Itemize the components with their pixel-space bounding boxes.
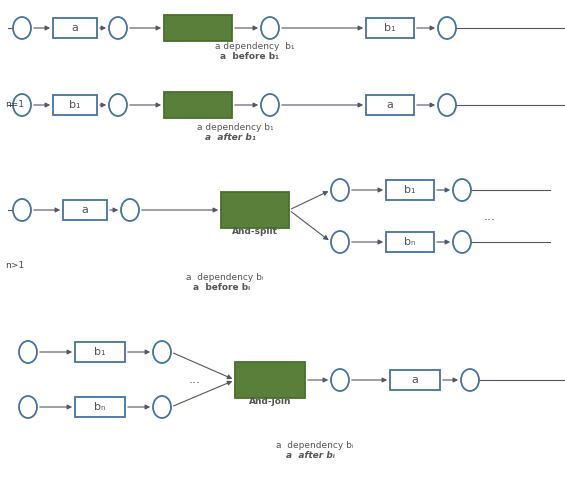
Ellipse shape bbox=[331, 231, 349, 253]
Bar bbox=[366, 18, 414, 38]
Bar bbox=[386, 180, 434, 200]
Text: ...: ... bbox=[484, 209, 496, 222]
Text: ...: ... bbox=[189, 373, 201, 386]
Ellipse shape bbox=[153, 341, 171, 363]
Ellipse shape bbox=[13, 94, 31, 116]
Bar bbox=[75, 342, 125, 362]
Ellipse shape bbox=[13, 199, 31, 221]
Text: a  after bᵢ: a after bᵢ bbox=[285, 451, 334, 459]
Text: a: a bbox=[72, 23, 79, 33]
Text: bₙ: bₙ bbox=[404, 237, 416, 247]
Bar bbox=[366, 95, 414, 115]
Text: a  ​after b₁: a ​after b₁ bbox=[205, 133, 255, 142]
Bar bbox=[221, 192, 289, 228]
Bar bbox=[53, 95, 97, 115]
Text: a: a bbox=[411, 375, 419, 385]
Text: And-split: And-split bbox=[232, 228, 278, 237]
Ellipse shape bbox=[121, 199, 139, 221]
Text: b₁: b₁ bbox=[404, 185, 416, 195]
Bar bbox=[386, 232, 434, 252]
Text: b₁: b₁ bbox=[384, 23, 396, 33]
Ellipse shape bbox=[13, 17, 31, 39]
Bar bbox=[235, 362, 305, 398]
Text: a  before bᵢ: a before bᵢ bbox=[193, 284, 250, 292]
Ellipse shape bbox=[453, 179, 471, 201]
Text: b₁: b₁ bbox=[94, 347, 106, 357]
Bar bbox=[75, 397, 125, 417]
Ellipse shape bbox=[461, 369, 479, 391]
Ellipse shape bbox=[261, 94, 279, 116]
Text: n>1: n>1 bbox=[5, 260, 24, 270]
Text: n=1: n=1 bbox=[5, 100, 24, 110]
Text: a dependency b₁: a dependency b₁ bbox=[197, 124, 273, 132]
Bar bbox=[164, 92, 232, 118]
Text: bₙ: bₙ bbox=[94, 402, 106, 412]
Text: b₁: b₁ bbox=[69, 100, 81, 110]
Ellipse shape bbox=[438, 17, 456, 39]
Bar bbox=[53, 18, 97, 38]
Text: a  dependency bᵢ: a dependency bᵢ bbox=[186, 274, 264, 283]
Ellipse shape bbox=[109, 17, 127, 39]
Text: a  dependency bᵢ: a dependency bᵢ bbox=[276, 441, 354, 450]
Ellipse shape bbox=[438, 94, 456, 116]
Ellipse shape bbox=[19, 396, 37, 418]
Ellipse shape bbox=[109, 94, 127, 116]
Ellipse shape bbox=[19, 341, 37, 363]
Bar bbox=[390, 370, 440, 390]
Ellipse shape bbox=[331, 369, 349, 391]
Text: a: a bbox=[386, 100, 393, 110]
Text: a: a bbox=[81, 205, 89, 215]
Ellipse shape bbox=[153, 396, 171, 418]
Text: a  before b₁: a before b₁ bbox=[220, 52, 280, 61]
Text: And-join: And-join bbox=[249, 398, 291, 407]
Ellipse shape bbox=[331, 179, 349, 201]
Text: a dependency  b₁: a dependency b₁ bbox=[215, 42, 295, 51]
Ellipse shape bbox=[453, 231, 471, 253]
Bar bbox=[164, 15, 232, 41]
Bar bbox=[63, 200, 107, 220]
Ellipse shape bbox=[261, 17, 279, 39]
